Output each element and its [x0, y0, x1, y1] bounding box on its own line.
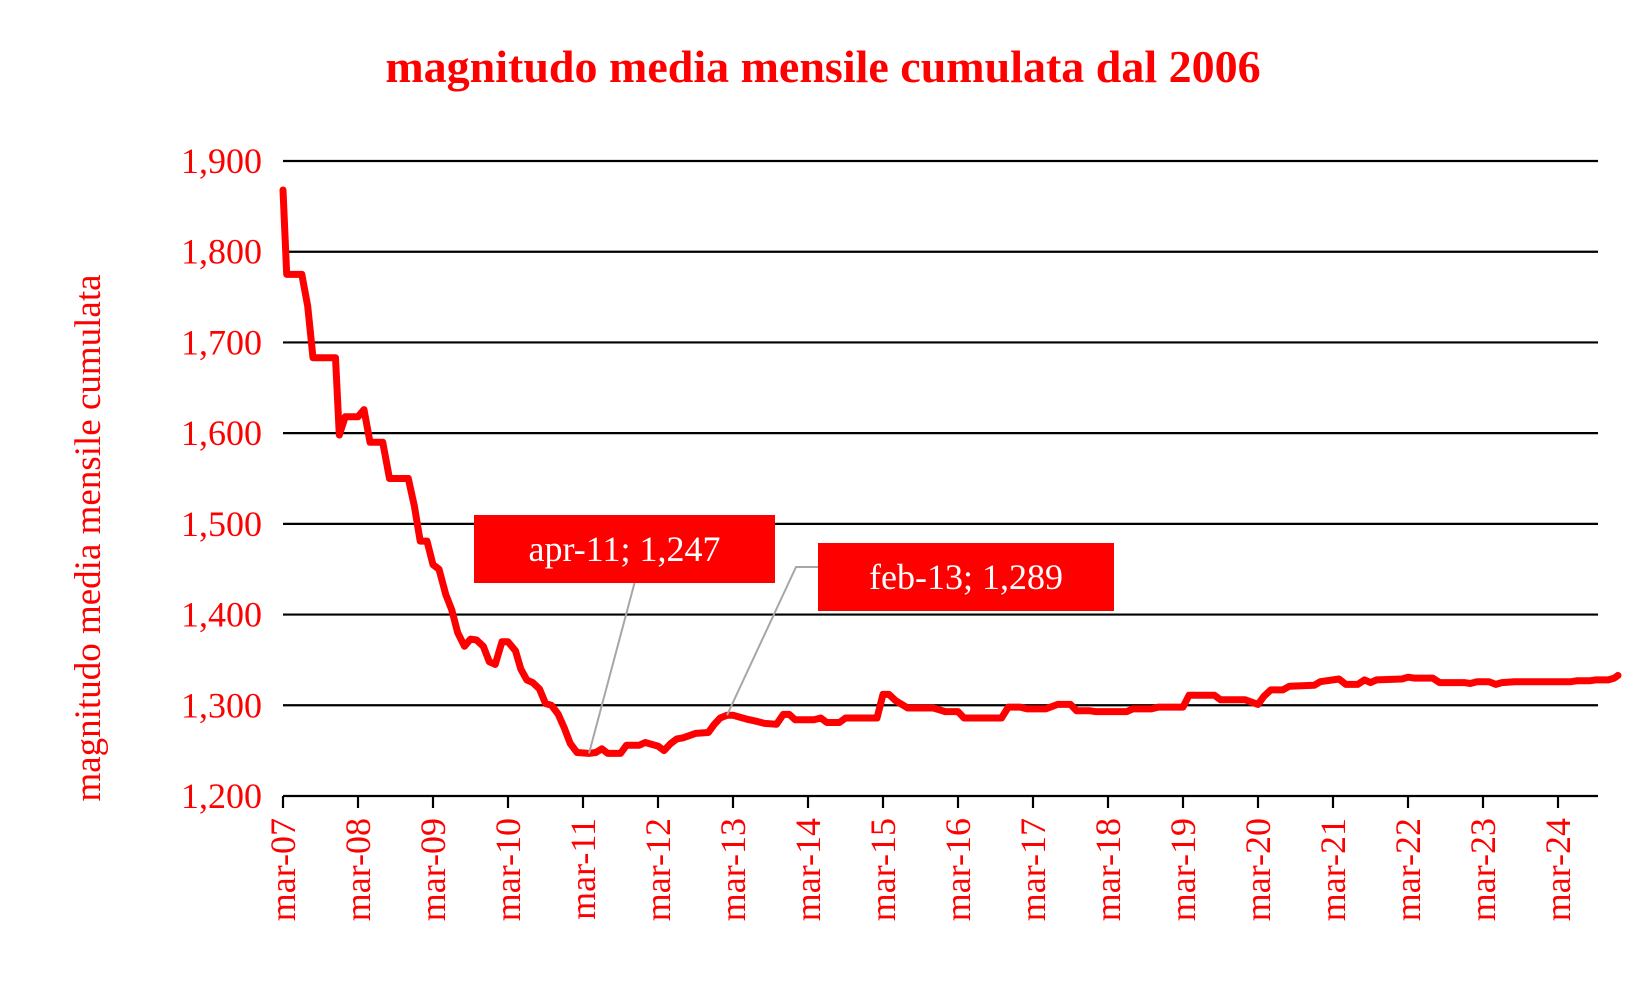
annotations: apr-11; 1,247 feb-13; 1,289	[474, 515, 1114, 754]
y-tick-label: 1,800	[181, 232, 262, 272]
chart-title: magnitudo media mensile cumulata dal 200…	[385, 41, 1260, 92]
x-tick-label: mar-17	[1013, 818, 1053, 921]
data-label: apr-11; 1,247	[529, 529, 721, 569]
x-tick-label: mar-20	[1238, 818, 1278, 921]
callout-leader-line	[588, 582, 636, 754]
y-tick-label: 1,300	[181, 685, 262, 725]
x-tick-label: mar-13	[713, 818, 753, 921]
y-tick-label: 1,500	[181, 504, 262, 544]
x-tick-label: mar-15	[863, 818, 903, 921]
data-label: feb-13; 1,289	[869, 557, 1063, 597]
x-tick-label: mar-14	[788, 818, 828, 921]
x-axis	[281, 794, 1598, 808]
y-tick-label: 1,200	[181, 776, 262, 816]
x-tick-label: mar-19	[1163, 818, 1203, 921]
x-tick-label: mar-24	[1538, 818, 1578, 921]
callout-box	[818, 543, 1114, 611]
y-tick-label: 1,600	[181, 413, 262, 453]
x-tick-label: mar-23	[1463, 818, 1503, 921]
x-tick-label: mar-08	[338, 818, 378, 921]
y-axis-label: magnitudo media mensile cumulata	[68, 274, 109, 801]
x-axis-ticks: mar-07 mar-08 mar-09 mar-10 mar-11 mar-12 mar-…	[263, 818, 1578, 921]
series-layer	[279, 186, 1622, 757]
x-tick-label: mar-21	[1313, 818, 1353, 921]
x-tick-label: mar-10	[488, 818, 528, 921]
series-line	[279, 186, 1622, 757]
x-tick-label: mar-18	[1088, 818, 1128, 921]
x-tick-label: mar-09	[413, 818, 453, 921]
x-tick-label: mar-11	[563, 818, 603, 920]
callout-leader-line	[726, 566, 818, 716]
y-axis-ticks: 1,200 1,300 1,400 1,500 1,600 1,700 1,800 1,900	[181, 141, 262, 816]
y-tick-label: 1,900	[181, 141, 262, 181]
gridlines	[283, 159, 1598, 707]
y-tick-label: 1,400	[181, 595, 262, 635]
callout-box	[474, 515, 775, 583]
x-tick-label: mar-12	[638, 818, 678, 921]
x-tick-label: mar-16	[938, 818, 978, 921]
x-tick-label: mar-07	[263, 818, 303, 921]
y-tick-label: 1,700	[181, 322, 262, 362]
x-tick-label: mar-22	[1388, 818, 1428, 921]
